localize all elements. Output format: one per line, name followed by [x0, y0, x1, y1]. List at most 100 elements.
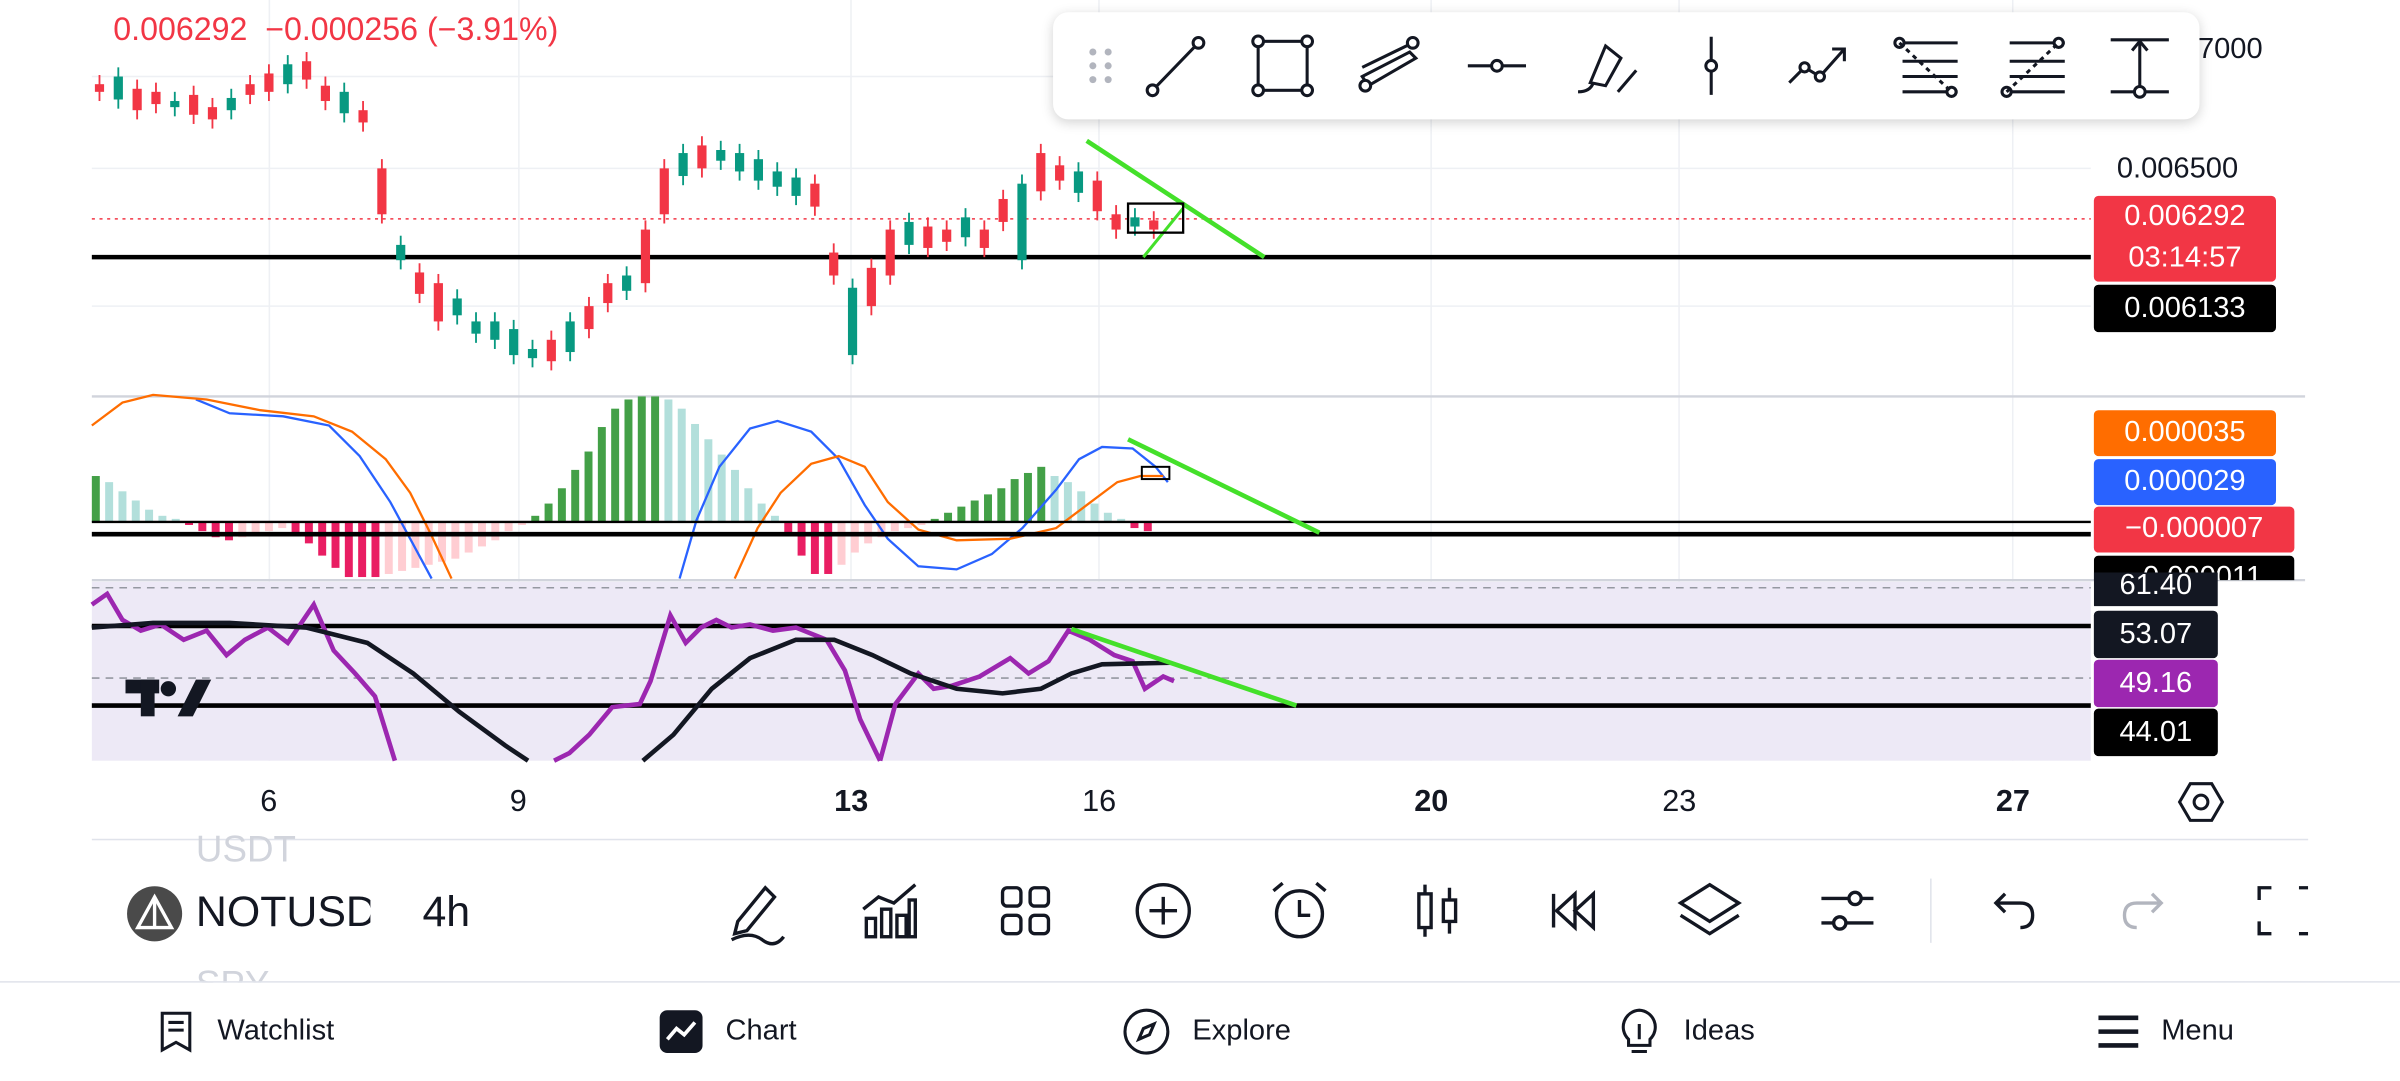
undo-icon[interactable]	[1974, 876, 2044, 946]
histogram-bar	[438, 521, 447, 562]
rectangle-icon[interactable]	[1247, 31, 1317, 101]
candle-body	[433, 283, 443, 322]
candle-body	[471, 321, 481, 334]
candle-body	[847, 287, 858, 356]
histogram-bar	[264, 521, 273, 532]
redo-icon[interactable]	[2112, 876, 2182, 946]
nav-divider	[0, 981, 2400, 983]
fullscreen-icon[interactable]	[2250, 876, 2309, 946]
candle-body	[490, 321, 500, 340]
candle-body	[998, 198, 1008, 222]
histogram-bar	[358, 521, 367, 578]
histogram-bar	[91, 476, 100, 522]
trend-line-macd[interactable]	[1127, 437, 1321, 535]
rectangle-drawing-macd[interactable]	[1140, 465, 1171, 481]
histogram-bar	[1117, 518, 1126, 522]
alert-clock-icon[interactable]	[1264, 876, 1334, 946]
histogram-bar	[291, 521, 300, 535]
histogram-bar	[837, 521, 846, 565]
fib-retracement-icon[interactable]	[1890, 31, 1960, 101]
histogram-bar	[1103, 512, 1112, 522]
candle-body	[245, 84, 255, 95]
histogram-bar	[464, 521, 473, 553]
rsi-ma-line	[91, 620, 530, 763]
fib-extension-icon[interactable]	[1997, 31, 2067, 101]
brush-icon[interactable]	[1569, 31, 1639, 101]
bar-countdown: 03:14:57	[2128, 241, 2242, 274]
symbol-below: SPY	[196, 964, 270, 982]
nav-menu[interactable]: Menu	[2097, 1001, 2234, 1062]
nav-menu-label: Menu	[2161, 1014, 2234, 1047]
histogram-bar	[597, 427, 606, 522]
trend-line-icon[interactable]	[1140, 31, 1210, 101]
candle-body	[358, 110, 368, 123]
toolbar-divider	[1930, 878, 1932, 943]
histogram-bar	[451, 521, 460, 559]
candle-body	[377, 168, 387, 215]
last-price-value: 0.006292	[2124, 200, 2246, 233]
histogram-bar	[517, 521, 526, 525]
date-label-6: 23	[1662, 785, 1697, 819]
nav-explore[interactable]: Explore	[1122, 1001, 1291, 1062]
horizontal-ray-icon[interactable]	[1462, 31, 1532, 101]
replay-icon[interactable]	[1538, 876, 1608, 946]
candle-body	[320, 85, 330, 102]
histogram-bar	[1063, 482, 1072, 522]
candle-type-icon[interactable]	[1402, 876, 1472, 946]
add-icon[interactable]	[1128, 876, 1198, 946]
trend-line-price[interactable]	[1085, 138, 1266, 260]
nav-watchlist-label: Watchlist	[217, 1014, 335, 1047]
candle-body	[509, 329, 519, 356]
rsi-line1-tag: 53.07	[2093, 610, 2218, 659]
nav-ideas[interactable]: Ideas	[1616, 1001, 1755, 1062]
parallel-channel-icon[interactable]	[1355, 31, 1425, 101]
tradingview-logo	[125, 679, 212, 717]
header-change: −0.000256 (−3.91%)	[265, 12, 559, 48]
histogram-bar	[158, 515, 167, 522]
histogram-bar	[664, 399, 673, 522]
rectangle-drawing[interactable]	[1126, 202, 1185, 234]
nav-watchlist[interactable]: Watchlist	[156, 1001, 334, 1062]
drawing-pen-icon[interactable]	[719, 876, 789, 946]
layers-icon[interactable]	[1674, 876, 1744, 946]
candle-body	[716, 149, 726, 161]
chart-settings-icon[interactable]	[2177, 778, 2226, 827]
layout-grid-icon[interactable]	[990, 876, 1060, 946]
vertical-line-icon[interactable]	[1676, 31, 1746, 101]
candle-body	[1130, 217, 1140, 227]
histogram-bar	[224, 521, 233, 541]
histogram-bar	[1077, 491, 1086, 522]
histogram-bar	[944, 512, 953, 522]
rsi-line-c	[877, 627, 1175, 762]
rsi-ma-line-2	[641, 637, 1171, 763]
histogram-bar	[185, 521, 194, 525]
histogram-bar	[890, 521, 899, 532]
histogram-bar	[371, 521, 380, 578]
histogram-bar	[917, 521, 926, 525]
candle-body	[1092, 180, 1102, 212]
date-label-4: 16	[1082, 785, 1117, 819]
rsi-upper-tag: 61.40	[2093, 572, 2218, 607]
indicators-icon[interactable]	[854, 876, 924, 946]
path-icon[interactable]	[1783, 31, 1853, 101]
drag-handle-icon[interactable]	[1065, 31, 1135, 101]
candle-body	[301, 61, 312, 80]
histogram-bar	[145, 509, 154, 522]
histogram-bar	[491, 521, 500, 541]
macd-line-2	[678, 419, 1169, 579]
histogram-bar	[344, 521, 353, 578]
symbol-ticker[interactable]: NOTUSD	[195, 887, 371, 936]
candle-body	[132, 88, 142, 111]
chart-canvas[interactable]	[0, 0, 2400, 765]
trend-line-rsi[interactable]	[1070, 626, 1298, 708]
histogram-bar	[424, 521, 433, 565]
nav-chart[interactable]: Chart	[658, 1001, 797, 1062]
lightbulb-icon	[1621, 1008, 1657, 1054]
hamburger-menu-icon	[2098, 1015, 2139, 1048]
candle-body	[960, 217, 971, 238]
interval-button[interactable]: 4h	[422, 887, 471, 936]
price-header: 0.006292 −0.000256 (−3.91%)	[113, 12, 558, 49]
settings-sliders-icon[interactable]	[1812, 876, 1882, 946]
price-range-icon[interactable]	[2105, 31, 2175, 101]
